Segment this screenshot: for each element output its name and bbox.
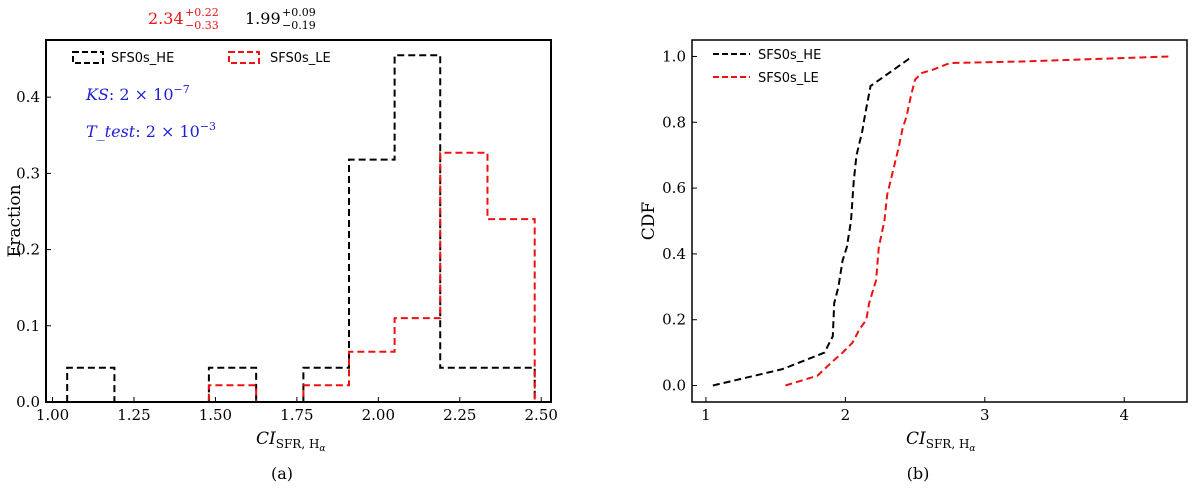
x-tick-label-b: 1 xyxy=(701,406,711,424)
y-tick-label-a: 0.2 xyxy=(16,241,40,259)
median-le-plus: +0.22 xyxy=(185,6,219,19)
panel-b-marks xyxy=(712,55,1169,387)
median-he-minus: −0.19 xyxy=(282,19,316,32)
y-tick-label-b: 0.4 xyxy=(662,245,686,263)
x-tick-label-a: 1.00 xyxy=(36,406,69,424)
panel-a-frame xyxy=(45,39,552,403)
histogram-series-1 xyxy=(67,151,536,403)
panel-a-xlabel: CISFR, Hα xyxy=(256,429,326,454)
ttest-annotation: T_test: 2 × 10−3 xyxy=(86,120,216,141)
panel-a-legend: SFS0s_HE SFS0s_LE xyxy=(72,51,331,66)
cdf-line-1 xyxy=(785,55,1169,387)
panel-a-ticks: 1.00 1.25 1.50 1.75 2.00 2.25 2.50 0.0 0.1 0.2 0.3… xyxy=(16,88,558,424)
panel-b-ticks: 1 2 3 4 0.0 0.2 0.4 0.6 0.8 1.0 xyxy=(662,47,1129,424)
ks-annotation: KS: 2 × 10−7 xyxy=(85,83,190,104)
panel-b-ylabel: CDF xyxy=(639,202,659,241)
panel-b: 1 2 3 4 0.0 0.2 0.4 0.6 0.8 1.0 SFS0s_HE SFS0s_LE… xyxy=(639,39,1188,483)
panel-a-caption: (a) xyxy=(271,464,293,483)
panel-b-xlabel: CISFR, Hα xyxy=(906,429,976,454)
y-tick-label-a: 0.0 xyxy=(16,393,40,411)
legend-label-b-he: SFS0s_HE xyxy=(758,48,821,63)
y-tick-label-b: 0.6 xyxy=(662,179,686,197)
legend-label-b-le: SFS0s_LE xyxy=(758,71,819,86)
y-tick-label-b: 0.0 xyxy=(662,377,686,395)
histogram-series-0 xyxy=(66,54,536,403)
y-tick-label-a: 0.3 xyxy=(16,164,40,182)
cdf-line-0 xyxy=(712,55,913,387)
x-tick-label-a: 2.00 xyxy=(362,406,395,424)
y-tick-label-b: 0.2 xyxy=(662,311,686,329)
x-tick-label-a: 2.25 xyxy=(443,406,476,424)
y-tick-label-a: 0.1 xyxy=(16,317,40,335)
panel-b-legend: SFS0s_HE SFS0s_LE xyxy=(713,48,821,86)
median-he: 1.99 xyxy=(245,9,281,28)
x-tick-label-a: 1.75 xyxy=(280,406,313,424)
panel-a-ylabel: Fraction xyxy=(5,184,25,257)
legend-label-le: SFS0s_LE xyxy=(270,51,331,66)
panel-a-marks xyxy=(66,54,536,403)
x-tick-label-b: 2 xyxy=(841,406,851,424)
legend-label-he: SFS0s_HE xyxy=(111,51,174,66)
median-le: 2.34 xyxy=(148,9,184,28)
panel-b-frame xyxy=(691,39,1188,403)
y-tick-label-b: 1.0 xyxy=(662,47,686,65)
y-tick-label-a: 0.4 xyxy=(16,88,40,106)
x-tick-label-a: 1.50 xyxy=(199,406,232,424)
legend-swatch-he xyxy=(72,51,104,64)
x-tick-label-b: 4 xyxy=(1119,406,1129,424)
panel-b-caption: (b) xyxy=(907,464,930,483)
panel-a: 1.00 1.25 1.50 1.75 2.00 2.25 2.50 0.0 0.1 0.2 0.3… xyxy=(5,6,558,483)
median-le-minus: −0.33 xyxy=(185,19,219,32)
legend-swatch-le xyxy=(228,51,260,64)
y-tick-label-b: 0.8 xyxy=(662,113,686,131)
median-he-plus: +0.09 xyxy=(282,6,316,19)
x-tick-label-a: 1.25 xyxy=(117,406,150,424)
x-tick-label-a: 2.50 xyxy=(525,406,558,424)
x-tick-label-b: 3 xyxy=(980,406,990,424)
